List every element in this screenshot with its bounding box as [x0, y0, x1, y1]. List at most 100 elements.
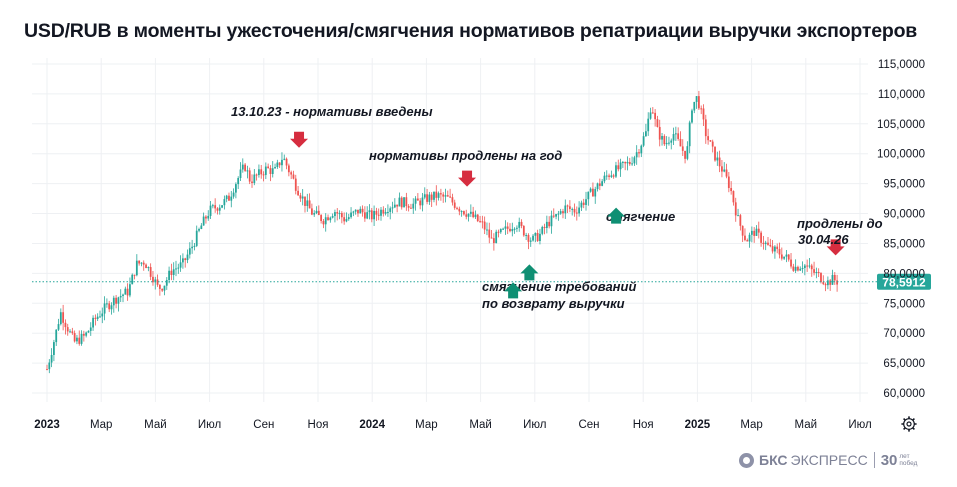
candle-body [140, 262, 143, 264]
annotations: 13.10.23 - нормативы введены нормативы пр… [231, 104, 883, 311]
candle-body [833, 274, 836, 281]
candle-body [737, 215, 739, 217]
y-tick-label: 65,0000 [883, 358, 925, 370]
x-tick-label: Ноя [633, 419, 654, 431]
y-tick-label: 105,0000 [877, 119, 925, 131]
candle-body [152, 276, 154, 283]
candle-body [80, 333, 83, 344]
candle-body [774, 246, 776, 252]
candle-body [490, 237, 493, 239]
x-tick-label: Сен [253, 419, 274, 431]
candle-body [771, 246, 774, 252]
y-tick-label: 90,0000 [883, 209, 925, 221]
candle-body [820, 273, 822, 283]
candle-body [704, 119, 707, 137]
candle-body [582, 202, 585, 205]
candle-body [416, 198, 419, 201]
candle-body [366, 212, 369, 219]
candle-body [527, 234, 530, 242]
candle-body [414, 198, 417, 204]
candle-body [237, 177, 240, 185]
candle-body [223, 199, 226, 206]
current-price-line: 78,5912 [32, 273, 931, 290]
candle-body [292, 174, 295, 179]
x-tick-label: Ноя [308, 419, 329, 431]
candle-body [545, 221, 548, 228]
candle-body [324, 217, 327, 225]
candle-body [299, 195, 302, 199]
candle-body [499, 229, 502, 233]
candle-body [810, 265, 813, 270]
candle-body [571, 208, 574, 210]
candle-body [755, 228, 758, 236]
candle-body [218, 207, 221, 211]
candle-body [138, 260, 141, 264]
candle-body [813, 269, 815, 273]
candle-body [467, 213, 470, 217]
y-tick-label: 95,0000 [883, 179, 925, 191]
candle-body [145, 264, 147, 269]
candle-body [359, 208, 362, 214]
candle-body [562, 211, 564, 214]
candle-body [193, 245, 196, 247]
candle-body [806, 265, 809, 267]
candle-body [688, 122, 691, 147]
candle-body [723, 169, 726, 172]
candle-body [824, 284, 827, 286]
candle-body [407, 206, 410, 208]
candle-body [105, 303, 108, 305]
candle-body [373, 210, 375, 220]
candle-body [426, 194, 428, 202]
candle-body [520, 221, 523, 226]
candle-body [776, 246, 779, 250]
candle-body [458, 208, 461, 212]
candle-body [410, 207, 412, 209]
candle-body [456, 207, 458, 209]
arrow-up-icon [607, 207, 626, 224]
candle-body [661, 136, 663, 140]
candle-body [750, 230, 753, 235]
candle-body [317, 210, 320, 216]
candle-body [638, 152, 640, 154]
arrow-down-icon [826, 239, 845, 256]
candle-body [790, 259, 792, 267]
candle-body [62, 312, 65, 323]
brand-tagline: лет побед [899, 453, 918, 467]
candle-body [635, 152, 638, 158]
y-tick-label: 75,0000 [883, 298, 925, 310]
candle-body [202, 216, 205, 226]
candle-body [762, 242, 765, 245]
candle-body [370, 210, 373, 220]
candle-body [739, 215, 742, 226]
candle-body [453, 202, 456, 208]
candle-body [711, 141, 714, 147]
candle-body [568, 206, 571, 209]
candle-body [357, 209, 359, 214]
candle-body [797, 266, 799, 271]
candle-body [495, 231, 498, 244]
candle-body [767, 242, 769, 245]
price-tag-box [877, 273, 931, 290]
candle-body [746, 240, 749, 242]
candle-body [154, 279, 157, 283]
candle-body [207, 215, 210, 219]
candle-body [78, 337, 81, 344]
candle-body [59, 312, 62, 325]
candle-body [617, 165, 620, 170]
candle-body [619, 162, 622, 170]
candle-body [94, 317, 97, 319]
candle-body [817, 272, 820, 274]
candle-body [566, 205, 569, 207]
candle-body [594, 189, 597, 197]
candle-body [216, 208, 219, 211]
annotation-label: смягчение требований [482, 279, 636, 294]
gear-icon[interactable] [901, 416, 917, 432]
candle-body [182, 258, 184, 263]
candle-body [172, 269, 175, 275]
x-tick-label: Сен [578, 419, 599, 431]
candle-body [525, 234, 528, 236]
candle-body [393, 204, 396, 208]
candle-body [640, 145, 643, 154]
x-tick-label: Мар [90, 419, 113, 431]
